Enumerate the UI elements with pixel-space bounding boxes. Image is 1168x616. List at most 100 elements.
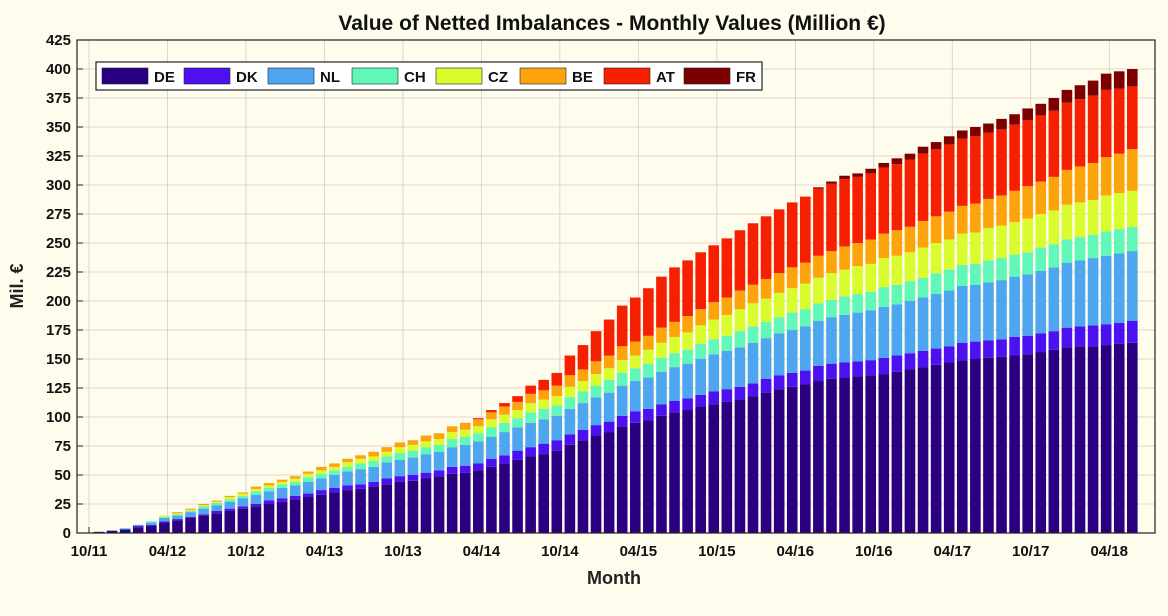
- bar-fr: [813, 187, 824, 189]
- bar-be: [473, 419, 484, 427]
- bar-at: [970, 136, 981, 204]
- bar-ch: [1087, 234, 1099, 259]
- y-tick-label: 250: [46, 235, 71, 252]
- bar-fr: [878, 162, 890, 168]
- bar-dk: [316, 490, 327, 495]
- bar-at: [904, 159, 916, 227]
- bar-dk: [172, 519, 183, 521]
- bar-be: [172, 512, 183, 514]
- bar-ch: [420, 447, 432, 455]
- bar-be: [917, 220, 929, 248]
- bar-cz: [289, 478, 301, 482]
- bar-be: [420, 435, 432, 442]
- bar-cz: [643, 349, 654, 364]
- bar-dk: [603, 421, 615, 433]
- bar-dk: [459, 465, 471, 473]
- bar-nl: [342, 471, 353, 486]
- bar-cz: [368, 456, 379, 462]
- bar-at: [721, 238, 733, 298]
- bar-ch: [813, 303, 824, 321]
- bar-cz: [1087, 200, 1099, 235]
- bar-ch: [603, 379, 615, 393]
- bar-at: [917, 153, 929, 221]
- bar-nl: [1127, 251, 1138, 321]
- bar-dk: [394, 476, 406, 482]
- bar-be: [983, 198, 994, 228]
- bar-cz: [172, 513, 183, 515]
- bar-cz: [603, 368, 615, 380]
- bar-fr: [1009, 114, 1020, 125]
- bar-de: [682, 410, 693, 533]
- y-tick-label: 375: [46, 90, 71, 107]
- bar-de: [263, 504, 275, 533]
- bar-de: [970, 359, 981, 533]
- x-tick-label: 10/17: [1012, 543, 1050, 560]
- bar-at: [956, 138, 968, 206]
- bar-ch: [656, 357, 667, 372]
- bar-de: [996, 356, 1007, 533]
- bar-nl: [956, 285, 968, 343]
- bar-de: [250, 506, 262, 533]
- x-tick-label: 10/15: [698, 543, 736, 560]
- bar-dk: [1074, 326, 1086, 347]
- bar-be: [878, 233, 890, 259]
- bar-dk: [643, 408, 654, 421]
- bar-de: [643, 420, 654, 533]
- bar-be: [1009, 190, 1020, 223]
- bar-be: [1113, 153, 1125, 194]
- bar-ch: [342, 466, 353, 472]
- bar-dk: [616, 415, 628, 427]
- bar-ch: [970, 263, 981, 285]
- bar-dk: [302, 493, 314, 498]
- bar-nl: [996, 280, 1007, 340]
- bar-dk: [512, 450, 523, 460]
- bar-cz: [695, 325, 706, 344]
- bar-cz: [996, 225, 1007, 259]
- bar-at: [983, 132, 994, 199]
- bar-de: [159, 522, 170, 533]
- bar-ch: [512, 418, 523, 428]
- bar-be: [394, 442, 406, 448]
- y-tick-label: 50: [54, 467, 71, 484]
- bar-be: [773, 273, 785, 293]
- bar-dk: [1127, 320, 1138, 343]
- plot-area: 0 25 50 75 100 125 150 175 200 225 250 275 300 325 350…: [46, 32, 1156, 560]
- bar-de: [499, 463, 510, 533]
- bar-dk: [538, 443, 550, 455]
- bar-nl: [368, 466, 379, 482]
- bar-cz: [826, 273, 837, 300]
- bar-ch: [381, 456, 393, 463]
- bar-nl: [250, 494, 262, 504]
- bar-dk: [930, 348, 942, 365]
- bar-be: [629, 341, 641, 356]
- bar-ch: [316, 473, 327, 479]
- bar-dk: [956, 342, 968, 361]
- y-tick-label: 150: [46, 351, 71, 368]
- bar-be: [316, 466, 327, 471]
- bar-be: [734, 290, 746, 310]
- bar-dk: [263, 500, 275, 504]
- bar-de: [473, 470, 484, 533]
- bar-be: [695, 309, 706, 326]
- bar-fr: [852, 173, 863, 177]
- legend-swatch-at: [603, 67, 651, 85]
- bar-de: [773, 389, 785, 533]
- bar-be: [930, 216, 942, 243]
- bar-nl: [407, 457, 419, 475]
- bar-be: [747, 284, 759, 304]
- bar-ch: [695, 343, 706, 359]
- bar-ch: [826, 299, 837, 318]
- bar-de: [146, 526, 157, 533]
- bar-cz: [512, 410, 523, 419]
- bar-dk: [224, 508, 236, 511]
- bar-cz: [970, 232, 981, 264]
- bar-dk: [185, 516, 196, 518]
- bar-de: [1022, 354, 1033, 533]
- bar-at: [525, 385, 536, 394]
- bar-cz: [813, 277, 824, 304]
- bar-de: [132, 527, 144, 533]
- x-tick-label: 04/16: [777, 543, 815, 560]
- bar-cz: [525, 403, 536, 413]
- bar-fr: [970, 127, 981, 137]
- bar-dk: [486, 458, 497, 467]
